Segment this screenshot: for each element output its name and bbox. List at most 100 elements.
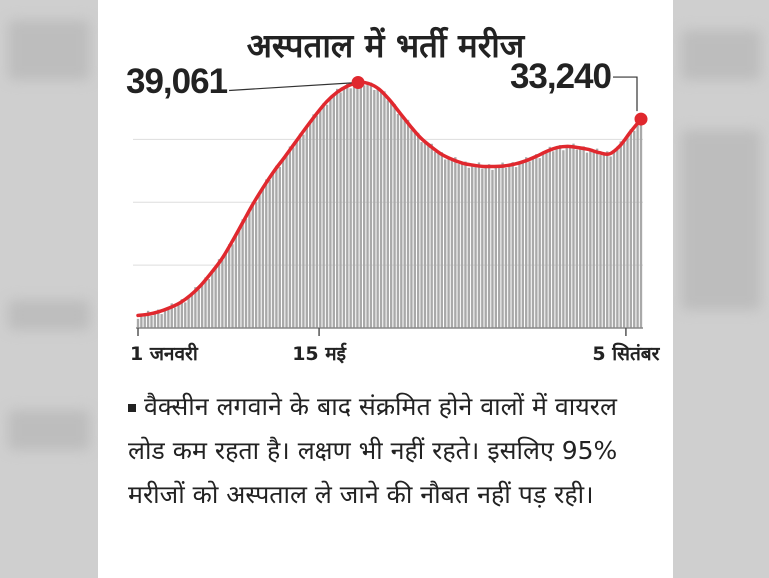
x-ticks	[137, 328, 627, 336]
bar	[552, 151, 555, 328]
bar	[275, 165, 278, 328]
bullet-icon	[128, 404, 136, 412]
bar	[575, 149, 579, 328]
bar	[477, 162, 481, 328]
bar	[562, 150, 565, 328]
bar	[592, 149, 595, 328]
bar	[379, 90, 383, 328]
bar	[565, 147, 568, 328]
bar	[352, 84, 356, 328]
note-text: वैक्सीन लगवाने के बाद संक्रमित होने वालो…	[128, 392, 618, 509]
bar	[349, 88, 352, 328]
bar	[292, 147, 295, 328]
bar	[423, 142, 427, 328]
bar	[302, 134, 305, 328]
bar	[207, 279, 211, 328]
bar	[177, 303, 180, 328]
bar	[616, 146, 619, 328]
bar	[440, 152, 443, 328]
bar	[511, 162, 514, 328]
explanatory-note: वैक्सीन लगवाने के बाद संक्रमित होने वालो…	[128, 385, 658, 517]
bar	[393, 103, 396, 328]
bar	[430, 143, 433, 328]
bar	[325, 104, 329, 328]
bar	[244, 218, 248, 328]
bar	[288, 146, 292, 328]
bar	[464, 161, 467, 328]
bar	[248, 210, 251, 328]
bar	[629, 129, 633, 328]
bars	[136, 79, 643, 329]
bar	[504, 167, 508, 328]
bar	[572, 143, 575, 328]
bar	[315, 115, 319, 329]
bar	[356, 81, 359, 328]
bar	[474, 164, 477, 328]
bar	[383, 91, 386, 329]
bar	[606, 151, 609, 328]
bar	[582, 146, 585, 328]
callout-leader	[229, 81, 359, 92]
bar	[312, 114, 315, 328]
bar	[484, 166, 487, 328]
bar	[413, 131, 416, 328]
bar	[234, 235, 238, 328]
bar	[285, 153, 288, 328]
bar	[335, 88, 339, 328]
bar	[521, 160, 525, 328]
bar	[184, 302, 187, 328]
bar	[221, 260, 224, 328]
bar	[265, 179, 268, 328]
bar	[180, 299, 184, 328]
bar	[498, 165, 501, 328]
chart-area	[133, 75, 648, 336]
news-graphic-card: अस्पताल में भर्ती मरीज 39,061 33,240 1 ज…	[98, 0, 673, 578]
bar	[173, 307, 177, 328]
bar	[322, 103, 325, 328]
bar	[332, 94, 335, 328]
bar	[197, 289, 200, 328]
bar	[525, 157, 528, 328]
bar	[329, 99, 332, 329]
bar	[501, 162, 504, 328]
bar	[136, 318, 140, 328]
bar	[491, 169, 494, 328]
bar	[538, 158, 541, 328]
bar	[612, 151, 616, 328]
bar	[261, 186, 265, 328]
bar	[170, 303, 173, 328]
bar	[619, 141, 622, 328]
bar	[227, 244, 231, 328]
bar	[427, 143, 430, 328]
bar	[224, 252, 227, 328]
bar	[622, 142, 626, 328]
bar	[373, 89, 376, 329]
bar	[508, 165, 511, 328]
bar	[531, 157, 535, 328]
bar	[167, 307, 170, 328]
highlight-dots	[351, 75, 648, 126]
trend-line	[136, 80, 643, 318]
bar	[190, 292, 194, 328]
bar	[268, 179, 271, 328]
bar	[545, 150, 548, 328]
bar	[308, 121, 312, 328]
bar	[163, 310, 167, 328]
bar	[271, 172, 275, 328]
bar	[281, 160, 285, 328]
bar	[568, 145, 572, 328]
bar	[417, 132, 420, 328]
bar	[450, 158, 454, 328]
bar	[217, 259, 221, 328]
bar	[555, 147, 558, 328]
bar	[194, 287, 197, 328]
bar	[359, 79, 362, 328]
x-tick-label-end: 5 सितंबर	[592, 343, 660, 365]
bar	[454, 157, 457, 328]
bar	[200, 283, 204, 328]
bar	[157, 309, 160, 328]
bar	[528, 161, 531, 328]
chart-title: अस्पताल में भर्ती मरीज	[246, 26, 525, 65]
bar	[639, 117, 643, 329]
background-right	[673, 0, 769, 578]
